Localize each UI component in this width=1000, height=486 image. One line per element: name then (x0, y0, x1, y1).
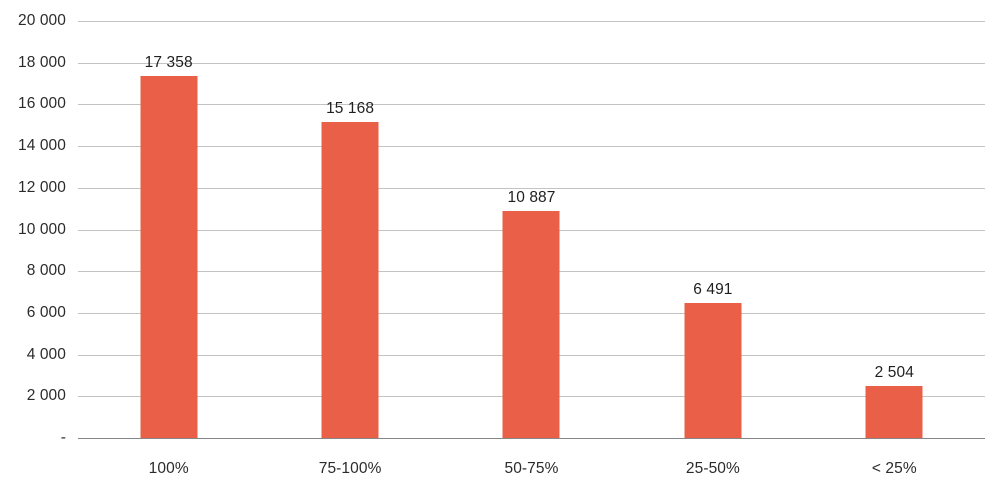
x-tick-label: < 25% (871, 460, 917, 477)
bar[interactable] (502, 211, 560, 438)
x-tick-label: 50-75% (504, 460, 559, 477)
bar-group: 2 504 (804, 21, 985, 438)
y-axis: 20 000 18 000 16 000 14 000 12 000 10 00… (0, 0, 78, 486)
bars-layer: 17 358 15 168 10 887 6 491 2 504 (78, 21, 985, 438)
bar-value-label: 6 491 (693, 280, 733, 298)
bar-group: 6 491 (622, 21, 803, 438)
bar-value-label: 10 887 (507, 189, 556, 207)
bar-group: 15 168 (259, 21, 440, 438)
y-tick-label: 4 000 (26, 345, 66, 363)
bar[interactable] (321, 121, 379, 438)
bar[interactable] (865, 385, 923, 438)
bar[interactable] (684, 302, 742, 438)
gridline-16000 (78, 104, 985, 106)
bar-group: 10 887 (441, 21, 622, 438)
y-tick-label: 20 000 (17, 12, 66, 29)
gridline-18000 (78, 62, 985, 64)
x-tick-label: 75-100% (318, 460, 382, 477)
y-tick-label: 12 000 (17, 178, 66, 196)
bar[interactable] (140, 76, 198, 438)
y-tick-label: 8 000 (26, 262, 66, 280)
y-tick-label: 14 000 (17, 137, 66, 155)
gridline-12000 (78, 187, 985, 189)
y-tick-label: 18 000 (17, 53, 66, 71)
y-tick-label: 16 000 (17, 95, 66, 113)
axis-baseline (78, 438, 985, 439)
bar-value-label: 2 504 (874, 363, 914, 381)
bar-value-label: 17 358 (144, 54, 193, 72)
bar-group: 17 358 (78, 21, 259, 438)
x-tick-label: 100% (148, 460, 189, 477)
gridline-20000 (78, 21, 985, 22)
y-tick-label: 10 000 (17, 220, 66, 238)
bar-value-label: 15 168 (326, 99, 375, 117)
gridline-14000 (78, 146, 985, 148)
y-tick-label: 2 000 (26, 387, 66, 405)
y-tick-label-zero: - (60, 429, 66, 446)
x-tick-label: 25-50% (685, 460, 740, 477)
x-axis: 100% 75-100% 50-75% 25-50% < 25% (78, 438, 985, 486)
y-tick-label: 6 000 (26, 303, 66, 321)
